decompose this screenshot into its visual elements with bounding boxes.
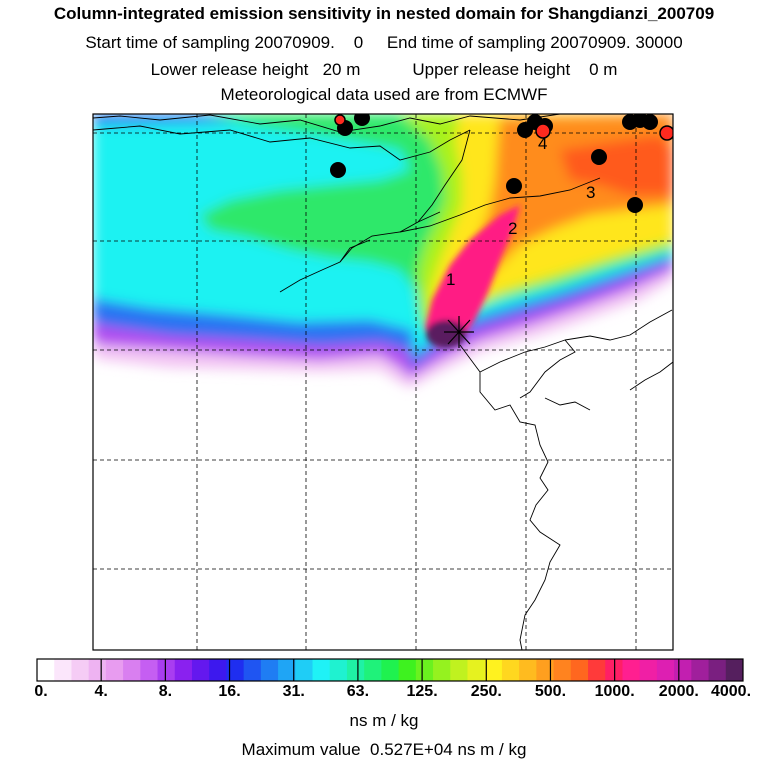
colorbar-tick-label: 2000. <box>658 683 699 700</box>
colorbar-tick-label: 63. <box>346 683 370 700</box>
map-frame <box>92 113 674 651</box>
colorbar-swatch <box>278 659 296 681</box>
trajectory-point <box>591 149 607 165</box>
colorbar-swatch <box>295 659 314 681</box>
highlight-point <box>659 125 673 141</box>
colorbar-swatch <box>260 659 279 681</box>
colorbar-tick-label: 16. <box>218 683 241 700</box>
map-field: 1 2 3 4 <box>93 114 673 650</box>
trajectory-point <box>642 114 658 130</box>
cluster-label-1: 1 <box>446 270 455 289</box>
colorbar-swatch <box>71 659 90 681</box>
colorbar-swatch <box>708 659 727 681</box>
colorbar-units: ns m / kg <box>349 711 419 730</box>
colorbar-swatch <box>570 659 589 681</box>
colorbar-swatch <box>105 659 124 681</box>
colorbar-ticks <box>100 659 680 681</box>
trajectory-point <box>354 114 370 126</box>
colorbar-swatch <box>174 659 193 681</box>
colorbar-swatch <box>501 659 520 681</box>
met-data-line: Meteorological data used are from ECMWF <box>220 85 548 104</box>
plot-title: Column-integrated emission sensitivity i… <box>53 4 715 23</box>
maximum-value-label: Maximum value <box>241 740 361 759</box>
colorbar-swatch <box>415 659 434 681</box>
colorbar-swatch <box>656 659 675 681</box>
lower-release-value: 20 m <box>322 60 361 79</box>
start-time-label: Start time of sampling 20070909. <box>85 33 335 52</box>
colorbar-swatch <box>519 659 537 681</box>
trajectory-point <box>330 162 346 178</box>
colorbar-swatch <box>37 659 55 681</box>
colorbar-swatch <box>329 659 348 681</box>
highlight-points <box>334 114 673 141</box>
colorbar-swatch <box>639 659 658 681</box>
colorbar-swatch <box>450 659 468 681</box>
start-time-value: 0 <box>353 33 364 52</box>
colorbar-swatch <box>536 659 555 681</box>
colorbar-tick-label: 0. <box>34 683 48 700</box>
colorbar-swatch <box>226 659 245 681</box>
sampling-time-line: Start time of sampling 20070909. 0 End t… <box>0 33 768 53</box>
maximum-value: 0.527E+04 ns m / kg <box>370 740 527 759</box>
colorbar-swatch <box>622 659 641 681</box>
cluster-label-4: 4 <box>538 134 547 153</box>
end-time-label: End time of sampling 20070909. 30000 <box>386 33 683 52</box>
colorbar-swatch <box>123 659 141 681</box>
trajectory-point <box>627 197 643 213</box>
colorbar-swatch <box>691 659 710 681</box>
colorbar-swatch <box>346 659 365 681</box>
maximum-value-line: Maximum value 0.527E+04 ns m / kg <box>0 740 768 760</box>
highlight-point <box>334 114 346 126</box>
lower-release-label: Lower release height <box>150 60 309 79</box>
colorbar-frame <box>36 658 744 682</box>
coastline-lines <box>93 114 673 650</box>
cluster-label-2: 2 <box>508 219 517 238</box>
colorbar-swatch <box>209 659 227 681</box>
trajectory-point <box>506 178 522 194</box>
colorbar-tick-label: 31. <box>282 683 305 700</box>
colorbar-swatch <box>364 659 382 681</box>
colorbar-swatch <box>312 659 331 681</box>
upper-release-label: Upper release height <box>412 60 571 79</box>
colorbar-tick-label: 4000. <box>710 683 752 700</box>
highlight-point <box>535 123 551 139</box>
colorbar-swatch <box>88 659 107 681</box>
colorbar-swatch <box>191 659 210 681</box>
colorbar-swatch <box>398 659 417 681</box>
colorbar-swatch <box>140 659 159 681</box>
upper-release-value: 0 m <box>589 60 618 79</box>
cluster-label-3: 3 <box>586 183 595 202</box>
colorbar-tick-label: 250. <box>470 683 502 700</box>
colorbar <box>37 659 744 681</box>
colorbar-tick-label: 1000. <box>594 683 635 700</box>
colorbar-swatch <box>725 659 744 681</box>
colorbar-swatch <box>588 659 606 681</box>
colorbar-swatch <box>433 659 451 681</box>
colorbar-tick-label: 4. <box>94 683 108 700</box>
release-height-line: Lower release height 20 m Upper release … <box>0 60 768 80</box>
colorbar-tick-label: 500. <box>534 683 567 700</box>
colorbar-swatch <box>467 659 486 681</box>
colorbar-swatch <box>381 659 400 681</box>
colorbar-swatch <box>553 659 572 681</box>
colorbar-swatch <box>54 659 72 681</box>
colorbar-tick-label: 8. <box>158 683 173 700</box>
receptor-star-icon <box>444 316 474 348</box>
colorbar-swatch <box>243 659 262 681</box>
colorbar-swatch <box>157 659 176 681</box>
colorbar-swatch <box>484 659 503 681</box>
colorbar-tick-label: 125. <box>406 683 438 700</box>
colorbar-swatch <box>674 659 692 681</box>
map-grid <box>93 114 673 650</box>
